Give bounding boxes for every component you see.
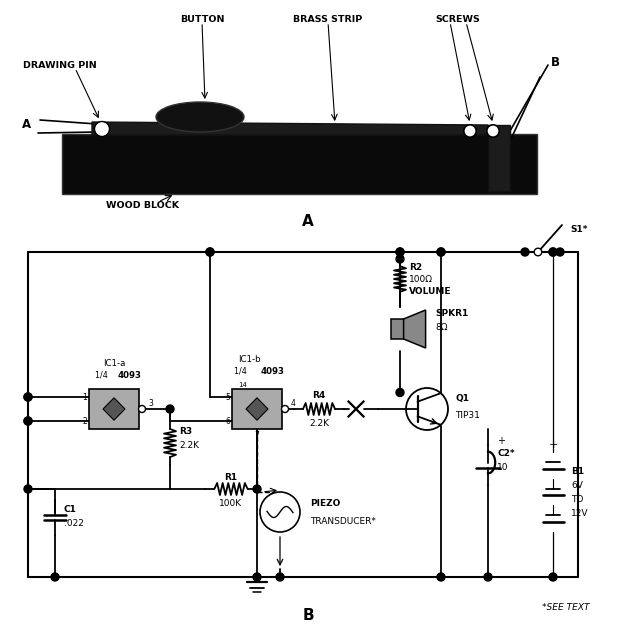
Circle shape [549, 573, 557, 581]
Circle shape [206, 248, 214, 256]
Text: 8Ω: 8Ω [435, 324, 447, 333]
Text: S1*: S1* [570, 225, 588, 234]
Text: C2*: C2* [497, 448, 514, 457]
Text: 14: 14 [239, 382, 248, 388]
Text: R1: R1 [224, 473, 238, 482]
Text: +: + [548, 440, 558, 450]
Text: 4093: 4093 [118, 371, 142, 380]
Circle shape [549, 248, 557, 256]
Polygon shape [103, 397, 125, 420]
Circle shape [24, 417, 32, 425]
Text: PIEZO: PIEZO [310, 499, 341, 508]
Text: B: B [551, 57, 559, 69]
Text: B: B [302, 608, 314, 622]
Text: 6V: 6V [571, 480, 583, 489]
Text: WOOD BLOCK: WOOD BLOCK [106, 201, 179, 210]
Text: R4: R4 [312, 392, 326, 401]
Text: TIP31: TIP31 [455, 412, 480, 420]
Circle shape [437, 573, 445, 581]
Text: BUTTON: BUTTON [180, 15, 224, 24]
Circle shape [549, 248, 557, 256]
Circle shape [521, 248, 529, 256]
Circle shape [396, 248, 404, 256]
Circle shape [206, 248, 214, 256]
FancyBboxPatch shape [232, 389, 282, 429]
Text: 10: 10 [497, 464, 509, 473]
Text: 1/4: 1/4 [234, 366, 249, 375]
Circle shape [24, 393, 32, 401]
Circle shape [406, 388, 448, 430]
Text: 3: 3 [148, 399, 153, 408]
Circle shape [396, 389, 404, 396]
Text: VOLUME: VOLUME [409, 287, 451, 296]
FancyBboxPatch shape [391, 319, 404, 339]
Circle shape [487, 125, 499, 137]
FancyBboxPatch shape [62, 134, 537, 194]
Text: 100Ω: 100Ω [409, 275, 433, 283]
Circle shape [24, 417, 32, 425]
Polygon shape [246, 397, 268, 420]
Text: B1: B1 [571, 468, 584, 476]
Circle shape [484, 573, 492, 581]
Text: IC1-a: IC1-a [102, 359, 125, 368]
Text: IC1-b: IC1-b [238, 355, 261, 364]
Text: Q1: Q1 [455, 394, 469, 403]
Text: 6: 6 [225, 417, 230, 426]
Text: BRASS STRIP: BRASS STRIP [293, 15, 362, 24]
Text: 4: 4 [291, 399, 296, 408]
Text: SPKR1: SPKR1 [435, 308, 468, 317]
Circle shape [556, 248, 564, 256]
FancyBboxPatch shape [89, 389, 139, 429]
Polygon shape [92, 122, 488, 135]
Circle shape [51, 573, 59, 581]
Text: +: + [497, 436, 505, 446]
Text: 2: 2 [82, 417, 87, 426]
Text: R3: R3 [179, 427, 192, 436]
Circle shape [166, 405, 174, 413]
Circle shape [94, 122, 109, 136]
Text: *SEE TEXT: *SEE TEXT [542, 603, 590, 612]
Text: A: A [21, 118, 31, 131]
Text: C1: C1 [64, 505, 77, 513]
Circle shape [396, 255, 404, 263]
Circle shape [281, 406, 289, 413]
Text: 100K: 100K [219, 499, 243, 508]
Text: 1: 1 [82, 392, 87, 401]
Polygon shape [488, 125, 510, 191]
Text: 5: 5 [225, 392, 230, 401]
Text: 1/4: 1/4 [95, 371, 110, 380]
Circle shape [139, 406, 146, 413]
Text: 4093: 4093 [261, 366, 285, 375]
Circle shape [396, 248, 404, 256]
Text: SCREWS: SCREWS [436, 15, 481, 24]
Text: 7: 7 [254, 431, 259, 440]
Circle shape [253, 573, 261, 581]
Text: 2.2K: 2.2K [309, 419, 329, 427]
Polygon shape [404, 310, 426, 348]
Circle shape [253, 485, 261, 493]
Circle shape [260, 492, 300, 532]
Text: R2: R2 [409, 262, 422, 271]
Ellipse shape [156, 102, 244, 132]
Text: .022: .022 [64, 520, 84, 529]
Text: TRANSDUCER*: TRANSDUCER* [310, 517, 376, 526]
Text: 2.2K: 2.2K [179, 441, 199, 450]
Circle shape [437, 248, 445, 256]
Text: 12V: 12V [571, 508, 589, 517]
Circle shape [24, 393, 32, 401]
Text: DRAWING PIN: DRAWING PIN [23, 61, 97, 69]
Text: TO: TO [571, 494, 583, 503]
Text: A: A [302, 213, 314, 229]
Circle shape [437, 248, 445, 256]
Circle shape [276, 573, 284, 581]
Circle shape [534, 248, 542, 256]
Circle shape [464, 125, 476, 137]
Circle shape [24, 485, 32, 493]
